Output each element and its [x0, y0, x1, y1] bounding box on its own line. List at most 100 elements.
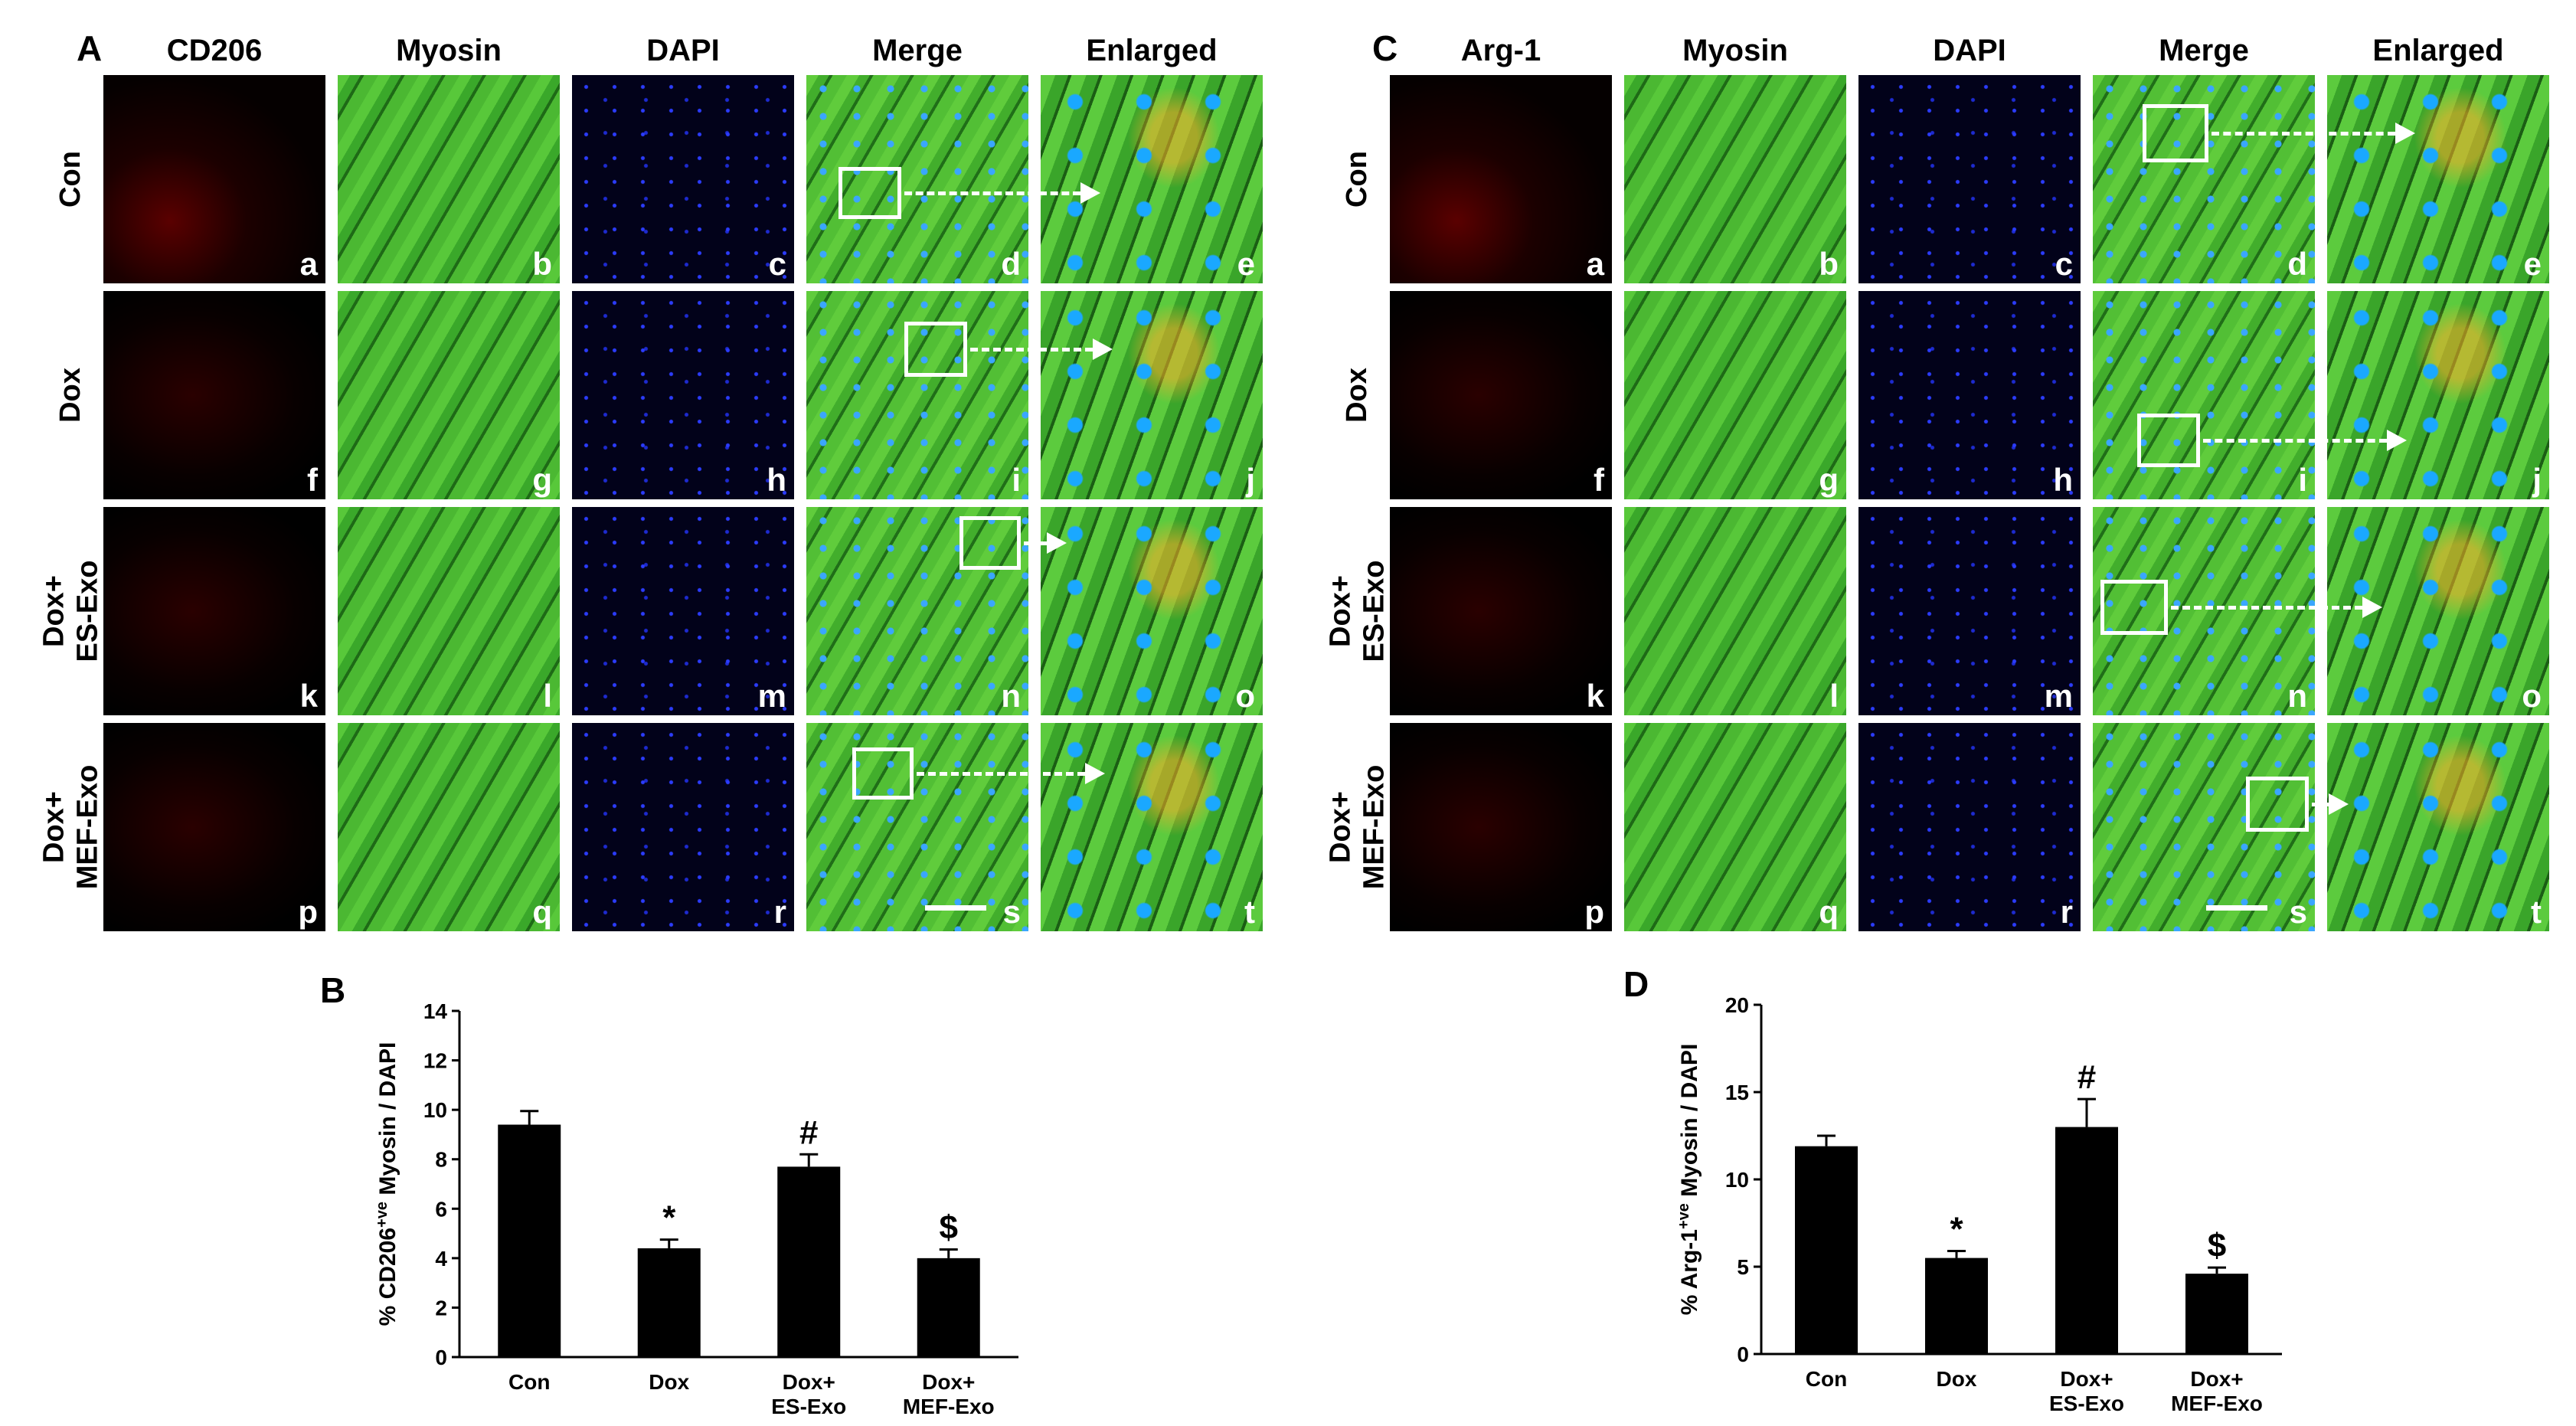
micrograph-tile-k: k	[103, 507, 325, 715]
row-label-dox-es-exo: Dox+ ES-Exo	[1324, 560, 1390, 662]
y-tick-label: 0	[435, 1346, 447, 1369]
x-tick-label: MEF-Exo	[2171, 1392, 2263, 1415]
scale-bar	[2206, 905, 2267, 911]
y-axis-label: % CD206+ve Myosin / DAPI	[374, 1042, 400, 1326]
x-tick-label: Dox	[1937, 1367, 1977, 1391]
y-tick-label: 12	[423, 1049, 447, 1073]
zoom-arrow	[1024, 541, 1047, 545]
tile-letter: o	[2522, 678, 2542, 714]
tile-letter: d	[2287, 246, 2307, 282]
micrograph-tile-a: a	[103, 75, 325, 283]
tile-letter: o	[1235, 678, 1255, 714]
bar-3	[777, 1166, 841, 1357]
micrograph-tile-j: j	[2327, 291, 2549, 499]
zoom-arrowhead	[1047, 532, 1067, 554]
tile-letter: c	[768, 246, 786, 282]
column-header-cd206: CD206	[166, 34, 263, 67]
zoom-arrowhead	[2395, 123, 2415, 144]
column-header-dapi: DAPI	[1933, 34, 2006, 67]
tile-letter: a	[299, 246, 318, 282]
tile-letter: i	[1012, 462, 1021, 498]
zoom-region-box	[959, 516, 1021, 570]
row-label-dox-es-exo: Dox+ ES-Exo	[38, 560, 103, 662]
tile-letter: t	[1244, 894, 1255, 930]
significance-marker: $	[940, 1209, 958, 1247]
significance-marker: *	[662, 1199, 676, 1237]
tile-letter: g	[1819, 462, 1839, 498]
zoom-arrow	[2312, 803, 2329, 806]
x-tick-label: Con	[1806, 1367, 1847, 1391]
micrograph-tile-c: c	[572, 75, 794, 283]
tile-letter: n	[1001, 678, 1021, 714]
scale-bar	[925, 905, 986, 911]
zoom-arrow	[2203, 439, 2387, 443]
bar-2	[637, 1248, 701, 1357]
micrograph-tile-g: g	[1624, 291, 1846, 499]
tile-letter: e	[1237, 246, 1255, 282]
significance-marker: *	[1950, 1210, 1963, 1248]
zoom-arrow	[2171, 606, 2362, 610]
zoom-region-box	[839, 167, 901, 219]
bar-4	[917, 1258, 980, 1357]
tile-letter: j	[1246, 462, 1255, 498]
micrograph-tile-d: d	[806, 75, 1028, 283]
tile-letter: a	[1586, 246, 1604, 282]
micrograph-tile-h: h	[572, 291, 794, 499]
row-label-dox-mef-exo: Dox+ MEF-Exo	[38, 764, 103, 890]
y-tick-label: 10	[1725, 1168, 1749, 1192]
x-tick-label: MEF-Exo	[903, 1395, 995, 1418]
y-axis-label: % Arg-1+ve Myosin / DAPI	[1675, 1044, 1702, 1316]
row-label-dox: Dox	[1341, 368, 1374, 423]
zoom-arrow	[917, 772, 1085, 776]
zoom-arrowhead	[2329, 793, 2349, 815]
tile-letter: g	[532, 462, 552, 498]
column-header-enlarged: Enlarged	[1086, 34, 1218, 67]
tile-letter: t	[2531, 894, 2542, 930]
zoom-arrowhead	[1080, 182, 1100, 204]
bar-4	[2185, 1274, 2248, 1354]
bar-3	[2055, 1127, 2118, 1354]
tile-letter: j	[2532, 462, 2542, 498]
x-tick-label: Dox+	[2190, 1367, 2243, 1391]
x-tick-label: Dox+	[922, 1370, 975, 1394]
tile-letter: s	[2289, 894, 2307, 930]
row-label-con: Con	[54, 151, 87, 208]
zoom-region-box	[2137, 414, 2200, 467]
x-tick-label: ES-Exo	[2049, 1392, 2124, 1415]
micrograph-tile-l: l	[1624, 507, 1846, 715]
y-tick-label: 20	[1725, 993, 1749, 1017]
micrograph-tile-h: h	[1858, 291, 2081, 499]
micrograph-tile-i: i	[806, 291, 1028, 499]
bar-2	[1925, 1258, 1988, 1354]
significance-marker: #	[2077, 1058, 2096, 1096]
micrograph-tile-e: e	[1041, 75, 1263, 283]
micrograph-tile-p: p	[103, 723, 325, 931]
zoom-arrowhead	[2362, 597, 2382, 618]
bar-1	[1795, 1146, 1858, 1354]
zoom-arrowhead	[1093, 339, 1113, 360]
micrograph-tile-t: t	[2327, 723, 2549, 931]
tile-letter: k	[1586, 678, 1604, 714]
tile-letter: i	[2298, 462, 2307, 498]
y-tick-label: 5	[1737, 1255, 1749, 1279]
chart-d: 05101520Con*Dox#Dox+ES-Exo$Dox+MEF-Exo% …	[1675, 993, 2282, 1415]
tile-letter: r	[773, 894, 786, 930]
tile-letter: p	[1584, 894, 1604, 930]
tile-letter: r	[2060, 894, 2073, 930]
micrograph-tile-o: o	[2327, 507, 2549, 715]
tile-letter: s	[1002, 894, 1021, 930]
tile-letter: m	[2044, 678, 2073, 714]
micrograph-tile-l: l	[338, 507, 560, 715]
micrograph-tile-s: s	[806, 723, 1028, 931]
micrograph-tile-r: r	[572, 723, 794, 931]
micrograph-tile-c: c	[1858, 75, 2081, 283]
micrograph-tile-e: e	[2327, 75, 2549, 283]
zoom-region-box	[2143, 104, 2208, 162]
zoom-arrow	[970, 348, 1093, 352]
column-header-enlarged: Enlarged	[2372, 34, 2504, 67]
micrograph-tile-q: q	[1624, 723, 1846, 931]
panel-letter-c: C	[1372, 28, 1398, 68]
tile-letter: h	[767, 462, 786, 498]
tile-letter: q	[1819, 894, 1839, 930]
micrograph-tile-r: r	[1858, 723, 2081, 931]
